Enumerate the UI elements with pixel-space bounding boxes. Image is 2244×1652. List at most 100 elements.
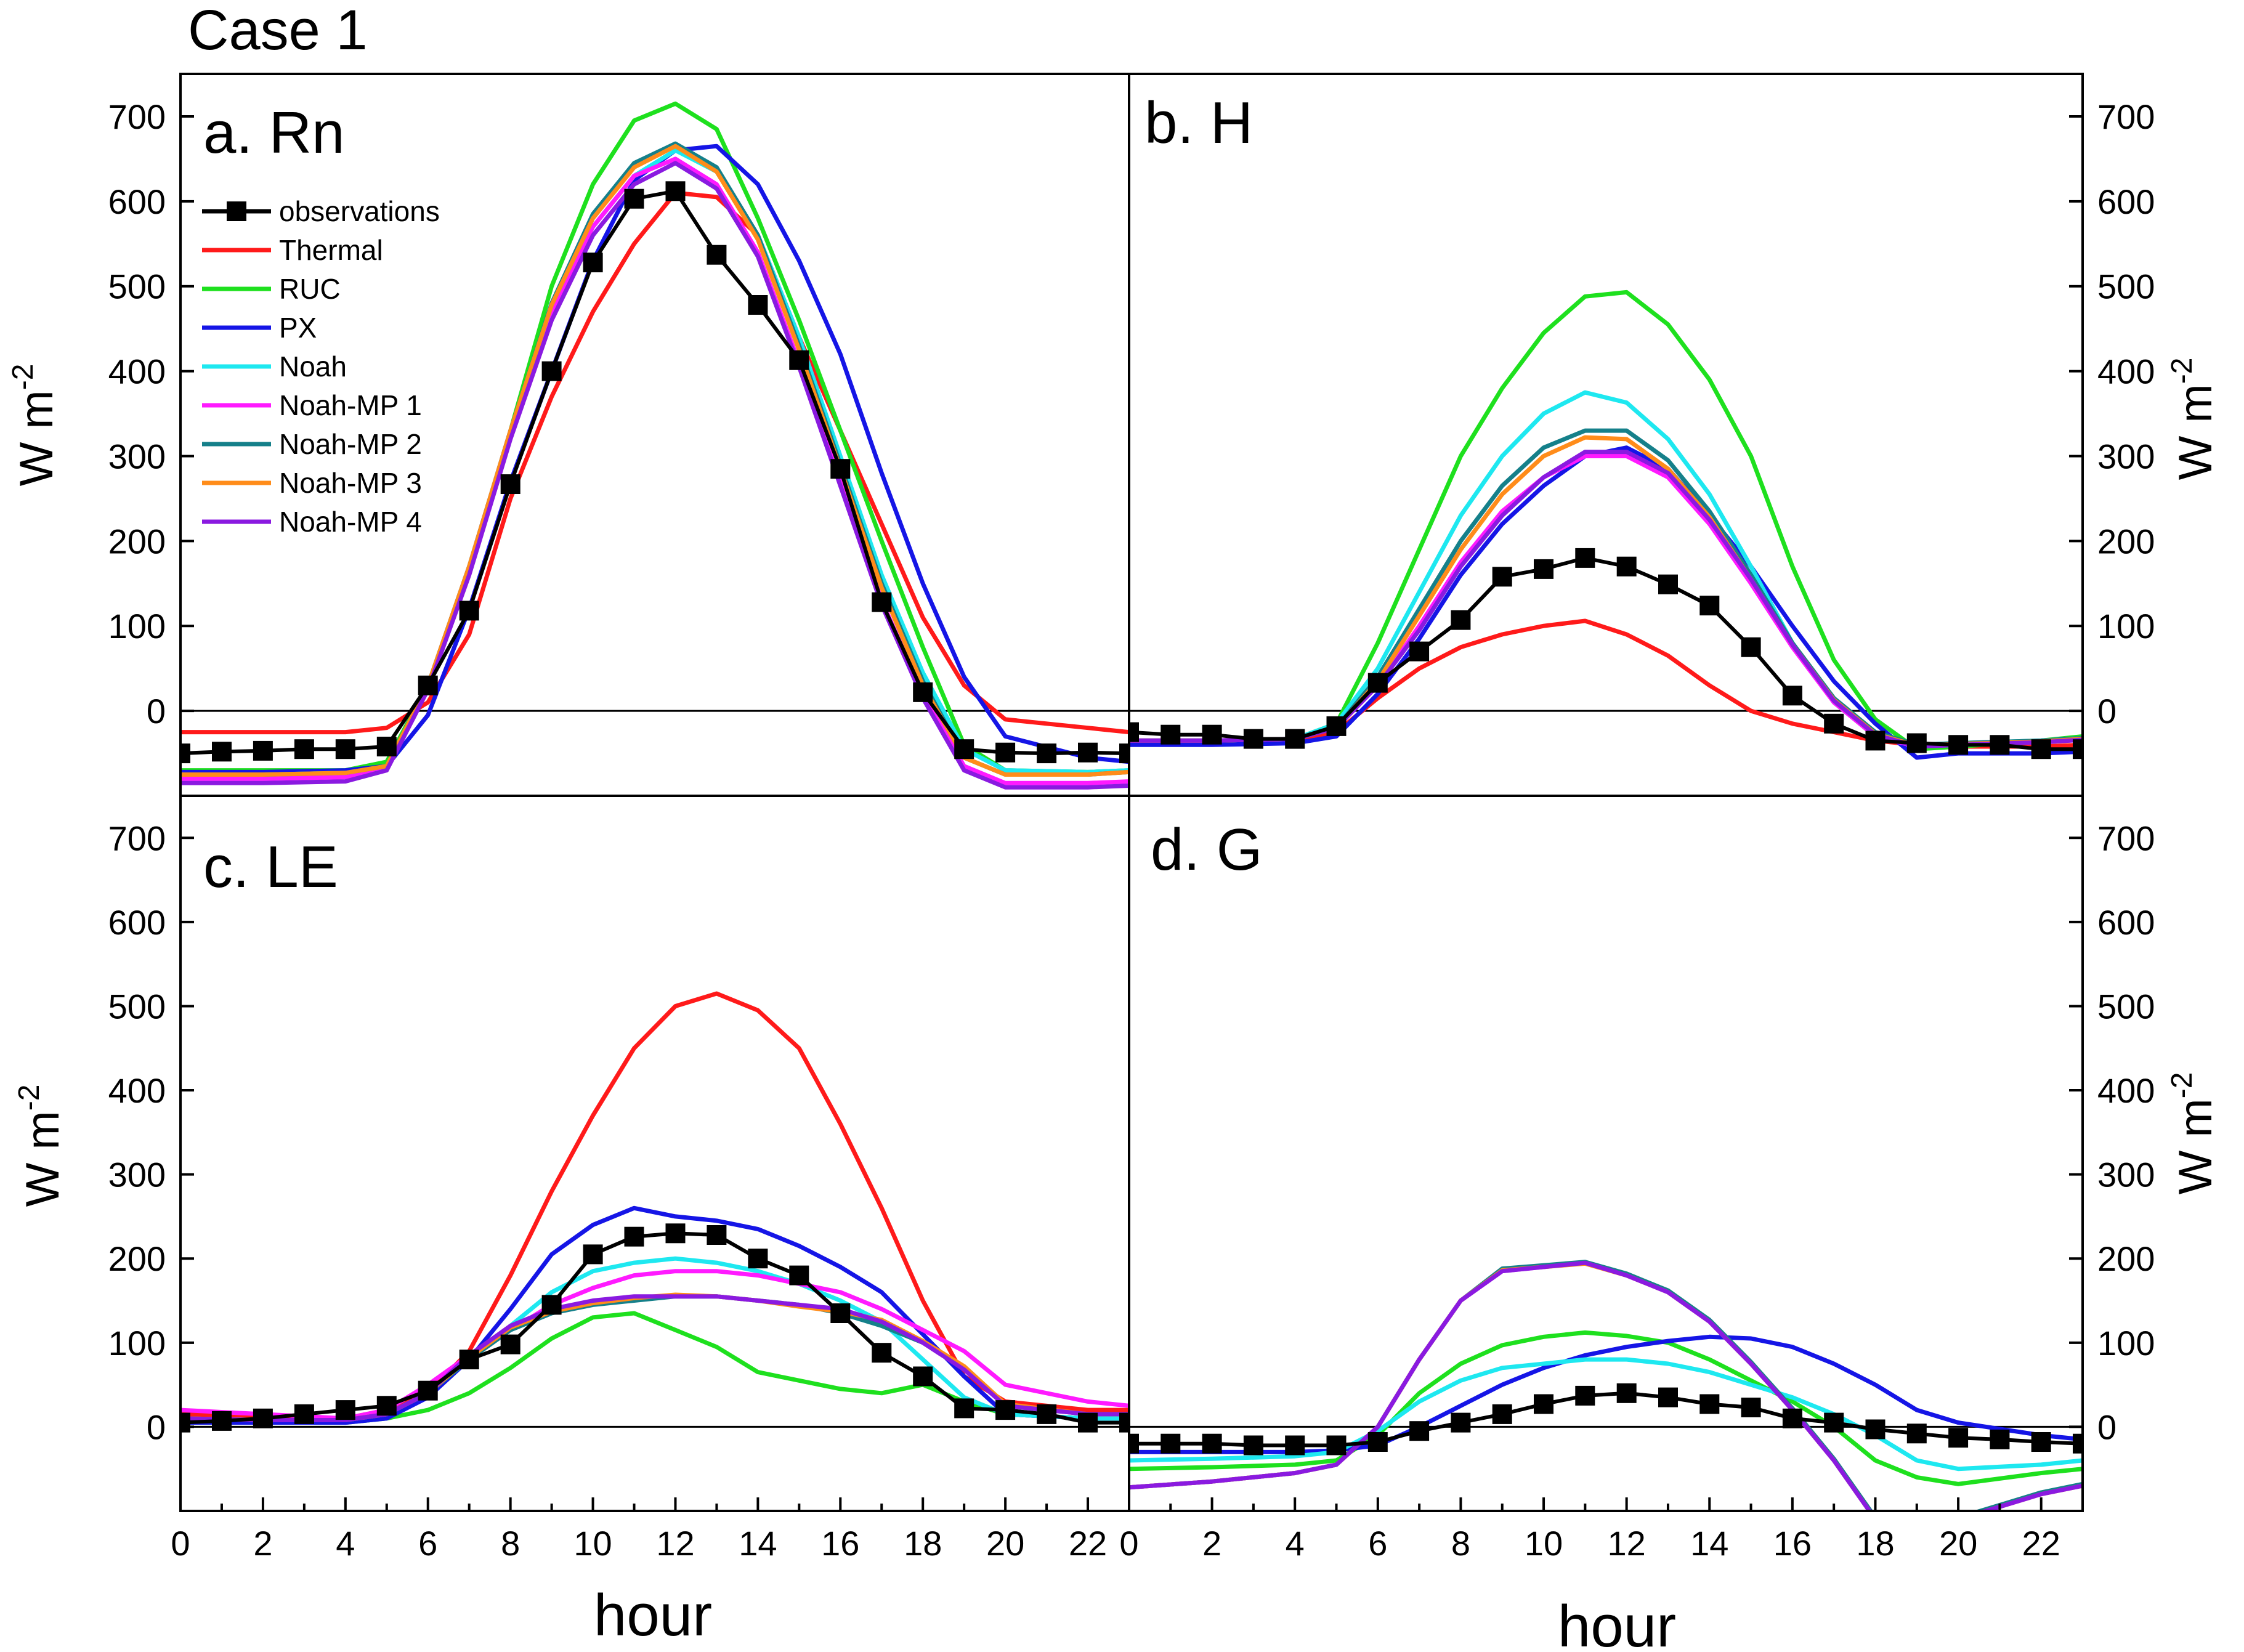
observation-point	[1824, 713, 1844, 734]
legend-item-noah-mp-3: Noah-MP 3	[202, 467, 422, 499]
legend-label: PX	[279, 312, 317, 344]
x-tick-label: 6	[418, 1524, 437, 1563]
observation-point	[2031, 739, 2051, 759]
x-tick-label: 2	[1202, 1524, 1221, 1563]
legend-label: Noah-MP 3	[279, 467, 422, 499]
y-tick-label: 300	[108, 1156, 166, 1194]
x-tick-label: 12	[656, 1524, 694, 1563]
observation-point	[1575, 1385, 1595, 1406]
observation-point	[1409, 641, 1430, 662]
legend-label: Noah-MP 4	[279, 506, 422, 538]
series-noah-mp-3	[180, 1292, 1129, 1422]
y-tick-label: 0	[2097, 1407, 2116, 1446]
y-tick-label: 400	[108, 1071, 166, 1110]
observation-point	[1129, 1433, 1139, 1454]
y-tick-label: 200	[2097, 522, 2155, 561]
y-tick-label: 700	[2097, 97, 2155, 136]
legend-label: Noah	[279, 350, 347, 383]
observation-point	[1078, 1412, 1098, 1433]
observation-point	[707, 1225, 727, 1245]
series-noah-mp-4	[1129, 450, 2083, 749]
y-axis-title-c: W m-2	[13, 1085, 69, 1207]
y-axis-title-d: W m-2	[2166, 1072, 2222, 1195]
series-px	[1129, 1334, 2083, 1454]
plot-frame	[1128, 73, 2084, 797]
observation-point	[1990, 735, 2010, 755]
series-line-noah	[1129, 390, 2083, 747]
series-ruc	[1129, 1330, 2083, 1486]
observation-point	[1782, 1408, 1802, 1428]
observation-point	[1534, 1394, 1553, 1414]
observation-point	[500, 1334, 520, 1354]
observation-point	[1119, 1412, 1129, 1433]
observation-point	[1616, 1383, 1637, 1403]
series-line-observations	[1129, 556, 2083, 751]
observation-point	[1699, 596, 1720, 616]
y-tick-label: 200	[108, 1239, 166, 1278]
series-line-noah-mp-4	[1129, 450, 2083, 749]
series-noah	[1129, 390, 2083, 747]
x-tick-label: 20	[986, 1524, 1024, 1563]
x-axis-title-right: hour	[1558, 1593, 1676, 1652]
legend-item-noah-mp-2: Noah-MP 2	[202, 428, 422, 460]
observation-point	[1367, 673, 1388, 693]
observation-point	[294, 739, 314, 759]
y-tick-label: 200	[108, 522, 166, 561]
y-tick-label: 500	[2097, 987, 2155, 1026]
y-tick-label: 400	[2097, 352, 2155, 391]
y-tick-label: 300	[2097, 437, 2155, 476]
y-tick-label: 400	[2097, 1071, 2155, 1110]
y-tick-label: 600	[2097, 903, 2155, 942]
x-axis-title-left: hour	[594, 1582, 712, 1648]
figure-title: Case 1	[188, 0, 368, 62]
observation-point	[789, 1265, 809, 1286]
observation-point	[1129, 722, 1139, 742]
x-tick-label: 0	[1119, 1524, 1138, 1563]
observation-point	[1202, 724, 1222, 745]
observation-point	[1990, 1429, 2010, 1449]
observation-point	[180, 743, 190, 764]
observation-point	[1534, 559, 1553, 579]
observation-point	[253, 740, 273, 761]
panel-b-h: 0 100 200 300 400 500 600 700 b. H	[1128, 73, 2155, 797]
y-tick-label: 500	[2097, 267, 2155, 306]
observation-point	[1575, 548, 1595, 568]
series-line-noah-mp-2	[1129, 428, 2083, 747]
observation-point	[913, 1366, 933, 1387]
y-tick-label: 0	[2097, 692, 2116, 731]
series-observations	[180, 181, 1129, 764]
observation-point	[500, 474, 520, 494]
series-noah-mp-4	[1129, 1260, 2083, 1511]
observation-point	[1451, 610, 1471, 630]
observation-point	[335, 1400, 355, 1420]
x-tick-label: 0	[171, 1524, 190, 1563]
panel-b-title: b. H	[1144, 90, 1253, 156]
observation-point	[1948, 1428, 1969, 1448]
y-tick-label: 100	[108, 607, 166, 646]
observation-point	[1243, 729, 1263, 749]
x-tick-label: 4	[336, 1524, 355, 1563]
y-tick-label: 700	[108, 97, 166, 136]
observation-point	[1492, 1404, 1512, 1424]
x-tick-label: 10	[573, 1524, 612, 1563]
legend-label: RUC	[279, 273, 341, 305]
observation-point	[995, 742, 1016, 763]
observation-point	[624, 188, 644, 209]
observation-point	[212, 1411, 232, 1431]
observation-point	[376, 737, 397, 756]
y-axis-title-b: W m-2	[2166, 358, 2222, 480]
observation-point	[1824, 1412, 1844, 1433]
series-line-thermal	[1129, 618, 2083, 749]
panel-a-title: a. Rn	[203, 100, 344, 166]
observation-point	[1326, 1435, 1347, 1456]
observation-point	[1119, 743, 1129, 764]
series-noah-mp-2	[180, 1294, 1129, 1422]
series-line-noah-mp-4	[180, 1294, 1129, 1422]
observation-point	[583, 1244, 603, 1265]
observation-point	[418, 1380, 438, 1401]
observation-point	[1658, 1387, 1678, 1407]
plot-frame	[179, 795, 1130, 1512]
observation-point	[1160, 724, 1181, 745]
observation-point	[954, 739, 974, 759]
